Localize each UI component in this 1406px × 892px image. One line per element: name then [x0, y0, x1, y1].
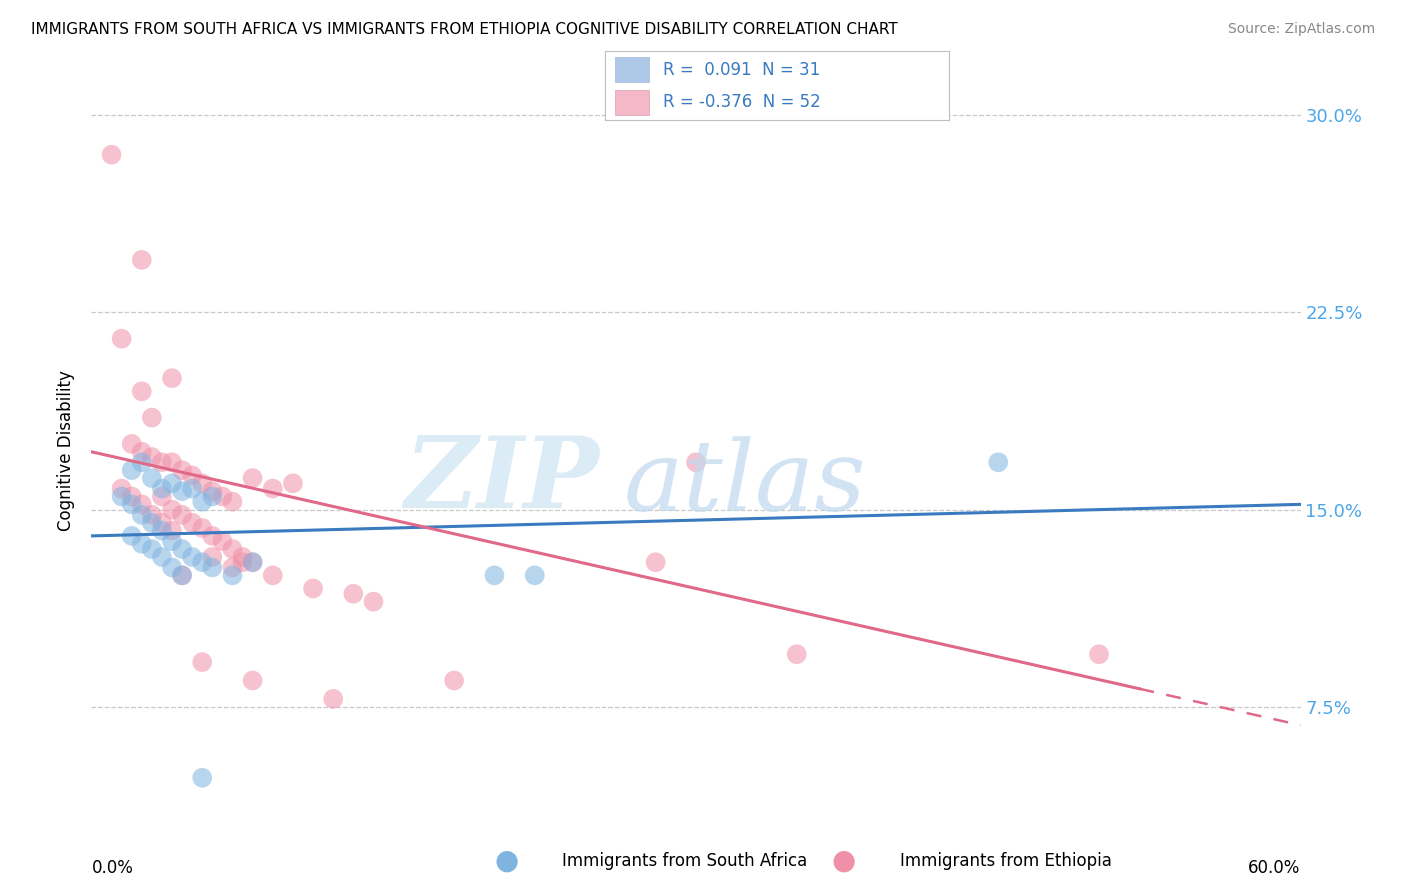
Point: [322, 692, 344, 706]
Point: [100, 147, 122, 161]
Point: [150, 455, 173, 469]
Point: [121, 437, 143, 451]
Point: [172, 568, 194, 582]
Point: [786, 647, 808, 661]
Point: [181, 549, 204, 564]
Point: [1088, 647, 1111, 661]
Text: IMMIGRANTS FROM SOUTH AFRICA VS IMMIGRANTS FROM ETHIOPIA COGNITIVE DISABILITY CO: IMMIGRANTS FROM SOUTH AFRICA VS IMMIGRAN…: [31, 22, 897, 37]
Point: [160, 534, 183, 549]
Point: [121, 497, 143, 511]
Point: [172, 484, 194, 499]
Point: [172, 463, 194, 477]
Point: [141, 450, 163, 464]
Point: [111, 482, 132, 496]
Point: [131, 384, 153, 399]
Point: [201, 560, 224, 574]
Point: [141, 508, 163, 522]
Point: [150, 549, 173, 564]
Point: [221, 560, 243, 574]
Point: [172, 508, 194, 522]
Point: [191, 494, 214, 508]
Point: [685, 455, 707, 469]
Point: [121, 529, 143, 543]
Point: [443, 673, 465, 688]
Point: [484, 568, 506, 582]
Point: [141, 471, 163, 485]
Text: ●: ●: [494, 847, 519, 875]
Point: [201, 490, 224, 504]
Point: [211, 490, 233, 504]
Point: [191, 771, 214, 785]
Point: [111, 332, 132, 346]
Point: [211, 534, 233, 549]
Point: [111, 490, 132, 504]
Point: [302, 582, 325, 596]
Point: [221, 494, 243, 508]
Point: [160, 476, 183, 491]
Point: [141, 410, 163, 425]
Point: [363, 594, 385, 608]
Bar: [614, 90, 650, 115]
Text: R = -0.376  N = 52: R = -0.376 N = 52: [664, 94, 821, 112]
Point: [172, 542, 194, 557]
Point: [160, 371, 183, 385]
Point: [987, 455, 1010, 469]
Point: [131, 252, 153, 267]
Point: [201, 484, 224, 499]
Point: [172, 568, 194, 582]
Point: [160, 455, 183, 469]
Point: [242, 555, 264, 569]
Point: [221, 542, 243, 557]
Text: 60.0%: 60.0%: [1249, 859, 1301, 877]
Point: [644, 555, 666, 569]
Point: [201, 529, 224, 543]
Point: [242, 471, 264, 485]
Point: [231, 549, 253, 564]
Point: [191, 555, 214, 569]
Point: [191, 655, 214, 669]
Point: [221, 568, 243, 582]
Point: [181, 482, 204, 496]
Text: ZIP: ZIP: [405, 433, 599, 529]
Point: [150, 490, 173, 504]
Text: Immigrants from South Africa: Immigrants from South Africa: [562, 852, 807, 870]
Point: [201, 549, 224, 564]
Text: 0.0%: 0.0%: [91, 859, 134, 877]
Point: [131, 444, 153, 458]
Point: [141, 542, 163, 557]
Point: [160, 502, 183, 516]
Point: [121, 463, 143, 477]
Text: Source: ZipAtlas.com: Source: ZipAtlas.com: [1227, 22, 1375, 37]
Point: [131, 508, 153, 522]
Point: [131, 537, 153, 551]
Point: [262, 568, 284, 582]
Y-axis label: Cognitive Disability: Cognitive Disability: [58, 370, 76, 531]
Point: [181, 468, 204, 483]
Point: [150, 516, 173, 530]
Point: [131, 497, 153, 511]
Point: [191, 521, 214, 535]
Point: [150, 482, 173, 496]
Text: ●: ●: [831, 847, 856, 875]
Point: [160, 524, 183, 538]
Point: [131, 455, 153, 469]
Point: [242, 555, 264, 569]
Point: [150, 524, 173, 538]
Bar: [614, 57, 650, 82]
Text: atlas: atlas: [623, 436, 866, 532]
Point: [342, 587, 364, 601]
Point: [121, 490, 143, 504]
Text: R =  0.091  N = 31: R = 0.091 N = 31: [664, 61, 820, 78]
Point: [281, 476, 304, 491]
Text: Immigrants from Ethiopia: Immigrants from Ethiopia: [900, 852, 1112, 870]
Point: [160, 560, 183, 574]
Point: [181, 516, 204, 530]
Point: [231, 555, 253, 569]
Point: [242, 673, 264, 688]
Point: [191, 476, 214, 491]
Point: [141, 516, 163, 530]
Point: [262, 482, 284, 496]
Point: [523, 568, 546, 582]
